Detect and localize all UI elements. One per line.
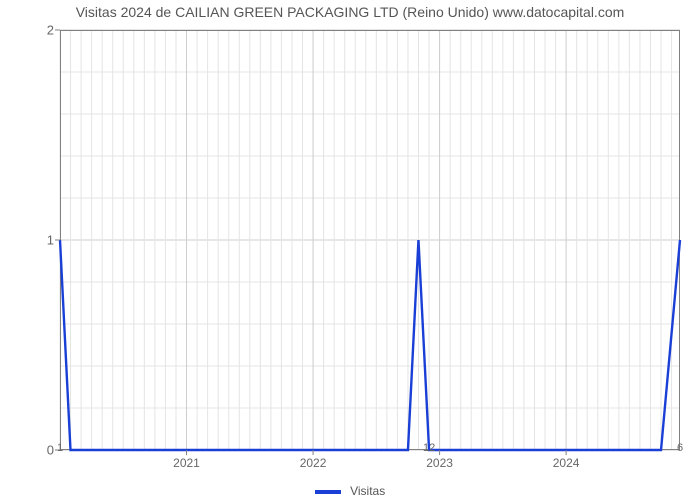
point-label: 6: [677, 442, 683, 454]
y-tick-label: 1: [47, 233, 54, 248]
plot-area: [60, 30, 680, 450]
x-tick-label: 2024: [553, 456, 580, 470]
x-tick-label: 2021: [173, 456, 200, 470]
y-tick-label: 2: [47, 23, 54, 38]
x-tick-label: 2022: [300, 456, 327, 470]
y-tick-label: 0: [47, 443, 54, 458]
legend-label: Visitas: [350, 484, 385, 498]
point-label: 12: [423, 442, 435, 454]
point-label: 1: [57, 442, 63, 454]
chart-container: Visitas 2024 de CAILIAN GREEN PACKAGING …: [0, 0, 700, 500]
legend-swatch: [315, 490, 341, 494]
chart-title: Visitas 2024 de CAILIAN GREEN PACKAGING …: [0, 4, 700, 20]
legend: Visitas: [0, 484, 700, 498]
x-tick-label: 2023: [426, 456, 453, 470]
plot-svg: [60, 30, 680, 450]
